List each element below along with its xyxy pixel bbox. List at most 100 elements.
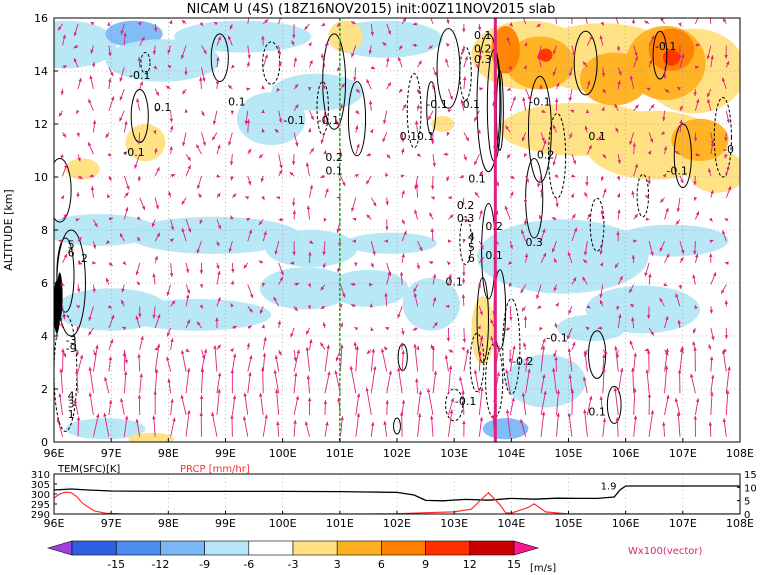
wind-vector — [76, 326, 81, 331]
wind-vector — [75, 218, 80, 222]
wind-vector — [523, 65, 528, 70]
wind-vector — [428, 45, 434, 50]
wind-vector — [400, 342, 404, 350]
wind-vector — [166, 356, 172, 372]
shading-blob — [65, 418, 146, 440]
wind-vector — [258, 153, 264, 159]
wind-vector — [463, 56, 468, 68]
wind-vector — [339, 416, 344, 437]
wind-vector — [521, 229, 527, 242]
wind-vector — [121, 284, 125, 293]
wind-vector — [323, 400, 328, 415]
wind-vector — [354, 326, 359, 331]
wind-vector — [430, 196, 436, 200]
wind-vector — [77, 236, 83, 242]
wind-vector — [509, 191, 514, 198]
wind-vector — [412, 43, 418, 48]
wind-vector — [463, 76, 467, 90]
wind-vector — [633, 163, 638, 177]
wind-vector — [617, 67, 622, 76]
wind-vector — [216, 262, 220, 270]
wind-vector — [154, 232, 161, 242]
wind-vector — [320, 342, 326, 351]
wind-vector — [398, 45, 403, 50]
wind-vector — [447, 239, 452, 243]
wind-vector — [401, 148, 405, 155]
wind-vector — [582, 259, 588, 264]
wind-vector — [522, 97, 527, 111]
wind-vector — [676, 86, 682, 91]
wind-vector — [506, 87, 512, 91]
wind-vector — [277, 320, 282, 329]
wind-vector — [416, 88, 420, 94]
x-tick-label: 99E — [215, 447, 236, 460]
bottom-left-tick-label: 300 — [31, 490, 50, 501]
wind-vector — [89, 75, 94, 90]
wind-vector — [540, 139, 547, 155]
wind-vector — [153, 130, 157, 135]
shading-blob — [557, 314, 626, 342]
contour-loop — [347, 81, 367, 157]
wind-vector — [613, 387, 619, 416]
wind-vector — [693, 88, 697, 96]
wind-vector — [695, 43, 701, 47]
wind-vector — [123, 120, 128, 133]
wind-vector — [679, 175, 684, 184]
wind-vector — [645, 217, 650, 221]
contour-loop — [459, 46, 472, 101]
contour-label: -0.2 — [512, 355, 533, 368]
contour-label: 0.3 — [457, 212, 475, 225]
wind-vector — [585, 18, 588, 24]
wind-vector — [108, 67, 114, 77]
wind-vector — [308, 251, 312, 263]
temperature-annotation: 1.9 — [601, 482, 617, 493]
wind-vector — [477, 129, 481, 134]
wind-vector — [616, 305, 620, 311]
bottom-x-axis: 96E 97E 98E 99E 100E 101E 102E 103E 104E 105E 106E… — [44, 511, 754, 530]
wind-vector — [309, 59, 313, 68]
wind-vector — [339, 284, 346, 298]
wind-vector — [446, 328, 451, 342]
wind-vector — [508, 349, 512, 363]
wind-vector — [153, 65, 158, 70]
wind-vector — [309, 110, 315, 121]
wind-vector — [247, 229, 253, 242]
contour-label: 0.1 — [445, 276, 463, 289]
wind-vector — [413, 292, 419, 307]
wind-vector — [692, 274, 696, 285]
contour-label: 0.3 — [474, 53, 492, 66]
wind-vector — [694, 211, 700, 220]
wind-vector — [216, 240, 220, 247]
x-tick-label: 101E — [326, 447, 354, 460]
wind-vector — [228, 132, 233, 146]
contour-label: 4 — [68, 390, 75, 403]
wind-vector — [539, 84, 543, 90]
wind-vector — [633, 104, 639, 112]
wind-vector — [523, 316, 528, 329]
wind-vector — [89, 174, 94, 178]
wind-vector — [77, 354, 84, 372]
wind-vector — [369, 303, 373, 308]
bottom-panel: TEM(SFC)[K] PRCP [mm/hr] 1.9 96E 97E 98E 99… — [31, 464, 757, 530]
wind-vector — [599, 35, 604, 46]
wind-vector — [478, 257, 484, 264]
wind-vector — [664, 88, 670, 93]
wind-vector — [554, 356, 558, 372]
y-tick-label: 2 — [41, 383, 48, 396]
contour-label: 0.1 — [154, 101, 172, 114]
y-tick-label: 6 — [41, 277, 48, 290]
x-tick-label: 104E — [497, 447, 525, 460]
wind-vector — [508, 66, 512, 71]
wind-vector — [663, 146, 668, 155]
wind-vector — [92, 241, 97, 249]
contour-label: 0.1 — [463, 98, 481, 111]
wind-vector — [169, 238, 175, 243]
wind-vector — [509, 306, 513, 321]
wind-vector — [167, 378, 172, 394]
wind-vector — [247, 284, 254, 299]
wind-vector — [108, 217, 114, 221]
y-tick-label: 14 — [34, 65, 48, 78]
wind-vector — [123, 415, 129, 437]
wind-vector — [662, 173, 667, 178]
wind-vector — [73, 57, 79, 68]
